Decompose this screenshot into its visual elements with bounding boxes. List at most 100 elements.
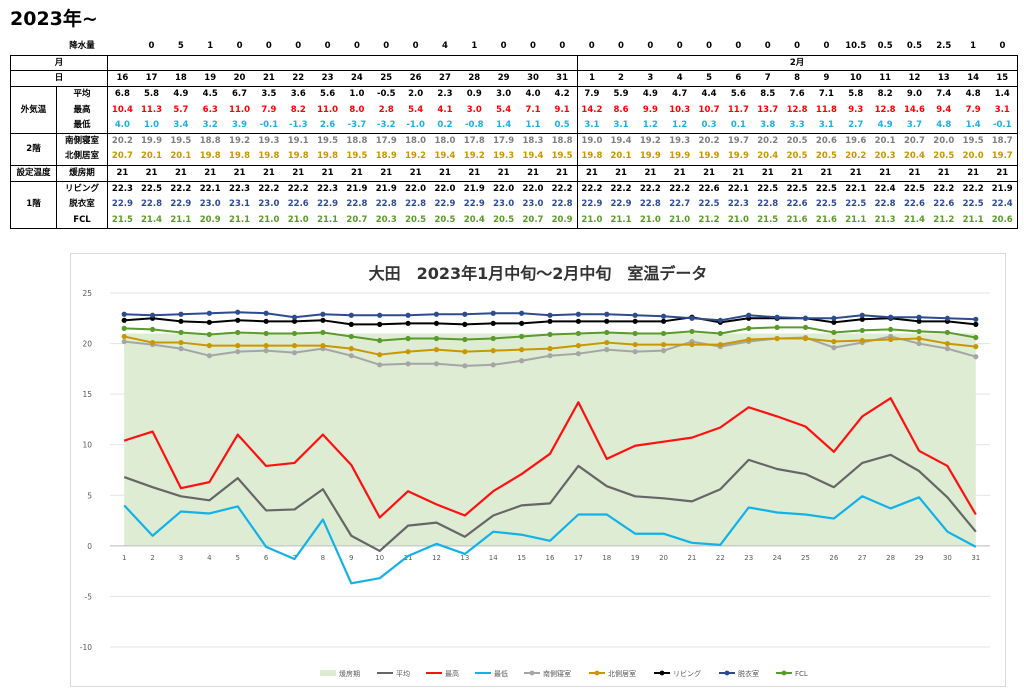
table-row: 外気温 平均 6.8 5.8 4.9 4.5 6.7 3.5 3.6 5.6 1.0 -0.5 2.0 2… [10, 86, 1018, 135]
x-tick-label: 28 [886, 554, 895, 562]
table-cell: 19.1 [287, 136, 309, 147]
day-value: 3 [635, 70, 666, 88]
group-label: 1階 [10, 181, 57, 229]
table-cell: 20.9 [547, 212, 578, 229]
table-cell: 8.0 [349, 104, 365, 115]
table-cell: 22.8 [375, 199, 397, 210]
table-cell: 18.9 [371, 149, 401, 166]
rain-value: 5 [177, 41, 184, 51]
series-point-4 [433, 361, 440, 367]
table-cell: 21 [958, 165, 988, 183]
x-tick-label: 30 [943, 554, 952, 562]
series-point-8 [746, 325, 752, 331]
table-cell: 20.2 [841, 149, 871, 166]
table-cell: 20.1 [606, 149, 636, 166]
table-cell: 21 [488, 165, 519, 183]
table-cell: 21 [547, 165, 578, 183]
table-cell: 4.9 [642, 89, 658, 100]
table-cell: 19.9 [665, 149, 695, 166]
table-cell: 20.2 [111, 136, 133, 147]
series-point-4 [206, 353, 212, 359]
table-cell: 2.3 [437, 89, 453, 100]
table-cell: 21 [107, 165, 137, 183]
table-cell: 20.1 [166, 149, 196, 166]
y-tick-label: 0 [87, 542, 92, 551]
table-cell: 3.2 [195, 117, 225, 135]
series-point-7 [149, 312, 156, 318]
table-cell: 22.3 [229, 184, 251, 195]
table-cell: 21.1 [166, 212, 196, 229]
series-point-6 [660, 318, 667, 324]
series-point-6 [575, 318, 581, 324]
table-cell: 7.1 [525, 104, 541, 115]
table-cell: 0.5 [547, 117, 578, 135]
series-point-4 [263, 348, 269, 354]
day-value: 18 [166, 70, 196, 88]
series-point-8 [944, 329, 951, 336]
table-cell: 0.3 [694, 117, 724, 135]
table-cell: 22.6 [786, 199, 808, 210]
series-point-8 [490, 335, 496, 342]
table-cell: 10.4 [111, 104, 133, 115]
table-row: 設定温度 煖房期 21 21 21 21 21 21 21 21 21 21 21 21 21 21 21 21 2… [10, 165, 1018, 183]
series-point-4 [604, 347, 610, 353]
table-cell: 21.1 [606, 212, 636, 229]
series-point-7 [291, 314, 298, 320]
day-value: 20 [224, 70, 255, 88]
table-cell: 21 [342, 165, 372, 183]
table-cell: 1.4 [488, 117, 519, 135]
series-point-5 [547, 346, 553, 352]
series-point-7 [547, 312, 553, 318]
series-point-5 [348, 346, 354, 352]
table-cell: 21 [753, 165, 783, 183]
series-point-7 [320, 311, 326, 317]
table-cell: 21.4 [136, 212, 167, 229]
table-cell: 8.5 [760, 89, 776, 100]
series-point-7 [689, 315, 695, 321]
x-tick-label: 9 [349, 554, 353, 562]
table-cell: 20.3 [870, 149, 900, 166]
table-cell: 22.3 [317, 184, 339, 195]
row-label: 平均 [56, 86, 108, 103]
series-point-4 [462, 363, 468, 369]
x-tick-label: 26 [829, 554, 838, 562]
series-point-8 [348, 333, 354, 340]
table-cell: 21.3 [870, 212, 900, 229]
table-cell: 21.0 [635, 212, 666, 229]
day-value: 31 [547, 70, 578, 88]
series-point-5 [831, 338, 837, 345]
table-cell: 7.9 [584, 89, 600, 100]
table-cell: 19.3 [488, 149, 519, 166]
table-cell: 20.7 [107, 149, 137, 166]
table-cell: 19.8 [195, 149, 225, 166]
table-cell: 22.6 [903, 199, 925, 210]
table-cell: 21.1 [312, 212, 343, 229]
table-cell: 18.8 [199, 136, 221, 147]
series-point-5 [973, 344, 979, 350]
day-value: 9 [811, 70, 842, 88]
table-cell: 21 [899, 165, 930, 183]
legend-marker [659, 670, 665, 676]
table-cell: 19.5 [342, 149, 372, 166]
table-cell: 4.7 [672, 89, 688, 100]
table-row: 1階 リビング 22.3 22.5 22.2 22.1 22.3 22.2 22.2 22.3 21… [10, 181, 1018, 229]
table-cell: 22.5 [141, 184, 162, 195]
table-cell: 22.2 [287, 184, 309, 195]
table-cell: 22.8 [346, 199, 368, 210]
table-cell: 6.7 [232, 89, 248, 100]
rain-value: 1 [207, 41, 214, 51]
series-point-7 [916, 314, 922, 320]
day-value: 7 [753, 70, 783, 88]
series-point-4 [121, 338, 127, 345]
table-cell: 19.5 [170, 136, 192, 147]
series-point-8 [973, 334, 979, 341]
table-cell: 21.0 [254, 212, 284, 229]
rain-value: 0.5 [906, 41, 922, 51]
y-tick-label: 5 [87, 491, 92, 500]
table-cell: 21 [811, 165, 842, 183]
series-point-5 [802, 335, 809, 342]
table-cell: 19.2 [400, 149, 431, 166]
table-cell: 3.7 [899, 117, 930, 135]
table-cell: 4.0 [107, 117, 137, 135]
